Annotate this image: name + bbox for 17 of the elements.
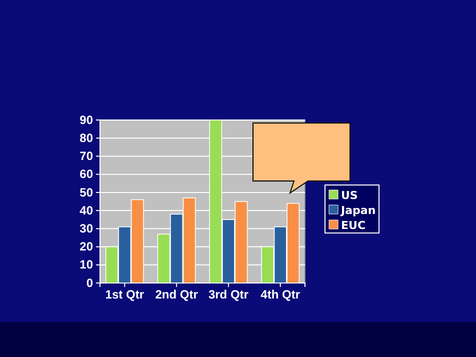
y-tick-label: 0: [86, 276, 94, 290]
y-tick-label: 40: [80, 203, 94, 218]
y-tick-label: 10: [80, 258, 94, 272]
y-tick-label: 30: [80, 222, 94, 236]
x-tick-label: 2nd Qtr: [155, 288, 198, 302]
legend-label: US: [341, 189, 358, 202]
legend-label: EUC: [341, 219, 366, 232]
y-tick-label: 90: [80, 112, 94, 127]
x-tick-label: 1st Qtr: [105, 288, 144, 302]
y-tick-label: 80: [80, 130, 94, 145]
legend-label: Japan: [340, 204, 376, 217]
x-tick-label: 4th Qtr: [260, 288, 300, 302]
x-tick-label: 3rd Qtr: [208, 288, 249, 302]
y-tick-label: 60: [80, 167, 94, 182]
y-tick-label: 20: [80, 240, 94, 254]
y-tick-label: 50: [80, 185, 94, 200]
y-tick-label: 70: [80, 149, 94, 164]
